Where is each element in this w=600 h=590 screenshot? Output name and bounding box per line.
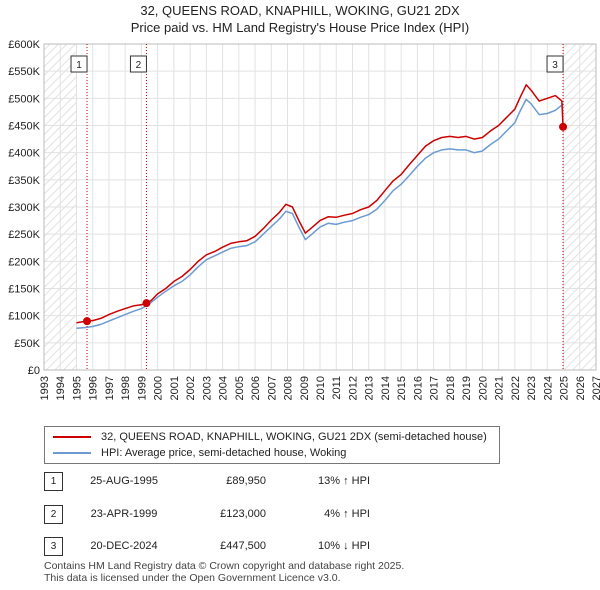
sale-point (559, 122, 568, 131)
sale-marker-box (129, 55, 147, 73)
series-line-property (76, 84, 564, 324)
y-tick-label: £200K (8, 256, 40, 268)
series-line-hpi (76, 98, 564, 329)
x-tick-label: 2003 (201, 376, 213, 400)
x-tick-label: 2013 (364, 376, 376, 400)
x-tick-label: 2022 (510, 376, 522, 400)
transaction-hpi: 13% ↑ HPI (318, 475, 370, 487)
legend-item-property: 32, QUEENS ROAD, KNAPHILL, WOKING, GU21 … (53, 430, 487, 444)
x-tick-label: 2020 (477, 376, 489, 400)
transaction-price: £447,500 (220, 540, 266, 552)
y-tick-label: £450K (8, 121, 40, 133)
sale-marker-label: 2 (136, 60, 142, 71)
y-tick-label: £500K (8, 93, 40, 105)
transaction-price: £89,950 (226, 475, 266, 487)
legend: 32, QUEENS ROAD, KNAPHILL, WOKING, GU21 … (44, 426, 500, 464)
y-tick-label: £350K (8, 175, 40, 187)
x-tick-label: 1995 (71, 376, 83, 400)
y-tick-label: £100K (8, 311, 40, 323)
x-tick-label: 2011 (331, 376, 343, 400)
transaction-hpi: 4% ↑ HPI (324, 508, 370, 520)
transaction-number: 1 (44, 472, 63, 491)
transaction-price: £123,000 (220, 508, 266, 520)
x-tick-label: 2015 (396, 376, 408, 400)
price-chart: £0 £50K £100K £150K £200K £250K £300K £350K £400… (8, 39, 600, 400)
x-tick-label: 2007 (266, 376, 278, 400)
x-tick-label: 1997 (104, 376, 116, 400)
x-tick-label: 2006 (250, 376, 262, 400)
x-tick-label: 2024 (542, 376, 554, 400)
legend-item-hpi: HPI: Average price, semi-detached house,… (53, 446, 346, 460)
transaction-date: 23-APR-1999 (90, 508, 158, 520)
y-tick-label: £550K (8, 66, 40, 78)
y-tick-label: £250K (8, 229, 40, 241)
legend-label-property: 32, QUEENS ROAD, KNAPHILL, WOKING, GU21 … (101, 431, 487, 443)
x-tick-label: 2008 (283, 376, 295, 400)
x-tick-label: 2016 (412, 376, 424, 400)
x-tick-label: 2019 (461, 376, 473, 400)
x-tick-label: 2012 (347, 376, 359, 400)
sale-marker-label: 3 (552, 60, 558, 71)
y-tick-label: £50K (14, 338, 40, 350)
x-tick-label: 2017 (429, 376, 441, 400)
sale-marker-box (546, 55, 564, 73)
x-tick-label: 1994 (55, 376, 67, 400)
transaction-date: 25-AUG-1995 (90, 475, 158, 487)
x-tick-label: 2027 (591, 376, 600, 400)
x-tick-label: 2009 (299, 376, 311, 400)
sale-point (142, 299, 151, 308)
legend-swatch-blue (53, 452, 91, 455)
chart-subtitle: Price paid vs. HM Land Registry's House … (130, 20, 470, 35)
footer-notice: Contains HM Land Registry data © Crown c… (44, 560, 404, 584)
legend-swatch-red (53, 436, 91, 439)
x-tick-label: 2002 (185, 376, 197, 400)
x-tick-label: 2004 (218, 376, 230, 400)
y-tick-label: £150K (8, 284, 40, 296)
transaction-number: 3 (44, 537, 63, 556)
x-tick-label: 2021 (494, 376, 506, 400)
sale-marker-label: 1 (76, 60, 82, 71)
x-tick-label: 2018 (445, 376, 457, 400)
y-tick-label: £600K (8, 39, 40, 51)
x-tick-label: 2025 (559, 376, 571, 400)
x-tick-label: 1999 (136, 376, 148, 400)
x-tick-label: 2005 (234, 376, 246, 400)
chart-title: 32, QUEENS ROAD, KNAPHILL, WOKING, GU21 … (140, 3, 460, 18)
legend-label-hpi: HPI: Average price, semi-detached house,… (101, 447, 347, 459)
x-tick-label: 2026 (575, 376, 587, 400)
footer-license: This data is licensed under the Open Gov… (44, 572, 341, 584)
sale-point (83, 317, 92, 326)
footer-copyright: Contains HM Land Registry data © Crown c… (44, 560, 405, 572)
x-tick-label: 2000 (153, 376, 165, 400)
x-tick-label: 1996 (88, 376, 100, 400)
y-tick-label: £300K (8, 202, 40, 214)
transaction-date: 20-DEC-2024 (90, 540, 158, 552)
sale-marker-box (70, 55, 88, 73)
x-tick-label: 2014 (380, 376, 392, 400)
y-tick-label: £400K (8, 148, 40, 160)
x-tick-label: 1998 (120, 376, 132, 400)
transaction-hpi: 10% ↓ HPI (318, 540, 370, 552)
y-tick-label: £0 (28, 365, 40, 377)
x-tick-label: 2001 (169, 376, 181, 400)
transaction-number: 2 (44, 505, 63, 524)
x-tick-label: 2010 (315, 376, 327, 400)
x-tick-label: 2023 (526, 376, 538, 400)
plot-frame (43, 43, 597, 371)
x-tick-label: 1993 (39, 376, 51, 400)
